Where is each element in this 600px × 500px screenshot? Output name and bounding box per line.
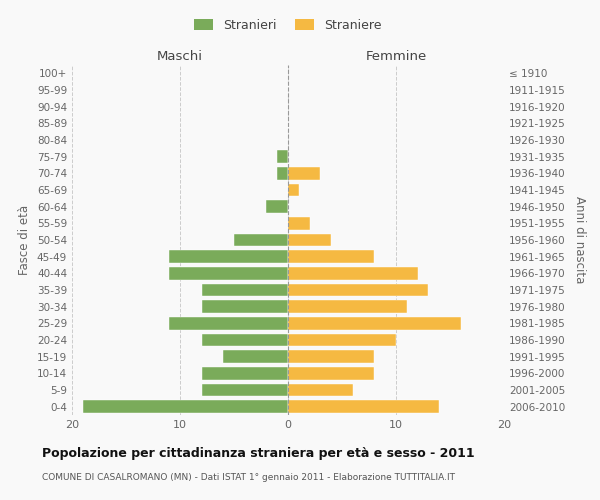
Bar [169, 250, 288, 263]
Bar [288, 317, 461, 330]
Bar [202, 300, 288, 313]
Bar [288, 367, 374, 380]
Bar [288, 334, 396, 346]
Bar [202, 334, 288, 346]
Bar [202, 284, 288, 296]
Bar [169, 267, 288, 280]
Bar [169, 317, 288, 330]
Bar [288, 400, 439, 413]
Bar [288, 250, 374, 263]
Bar [266, 200, 288, 213]
Text: Femmine: Femmine [365, 50, 427, 62]
Legend: Stranieri, Straniere: Stranieri, Straniere [194, 19, 382, 32]
Bar [288, 350, 374, 363]
Bar [288, 234, 331, 246]
Bar [234, 234, 288, 246]
Text: COMUNE DI CASALROMANO (MN) - Dati ISTAT 1° gennaio 2011 - Elaborazione TUTTITALI: COMUNE DI CASALROMANO (MN) - Dati ISTAT … [42, 472, 455, 482]
Bar [202, 384, 288, 396]
Y-axis label: Fasce di età: Fasce di età [19, 205, 31, 275]
Bar [288, 184, 299, 196]
Bar [288, 217, 310, 230]
Bar [277, 167, 288, 179]
Bar [288, 384, 353, 396]
Text: Maschi: Maschi [157, 50, 203, 62]
Text: Popolazione per cittadinanza straniera per età e sesso - 2011: Popolazione per cittadinanza straniera p… [42, 448, 475, 460]
Bar [288, 267, 418, 280]
Bar [83, 400, 288, 413]
Bar [223, 350, 288, 363]
Bar [202, 367, 288, 380]
Bar [288, 300, 407, 313]
Bar [288, 284, 428, 296]
Y-axis label: Anni di nascita: Anni di nascita [574, 196, 586, 284]
Bar [277, 150, 288, 163]
Bar [288, 167, 320, 179]
